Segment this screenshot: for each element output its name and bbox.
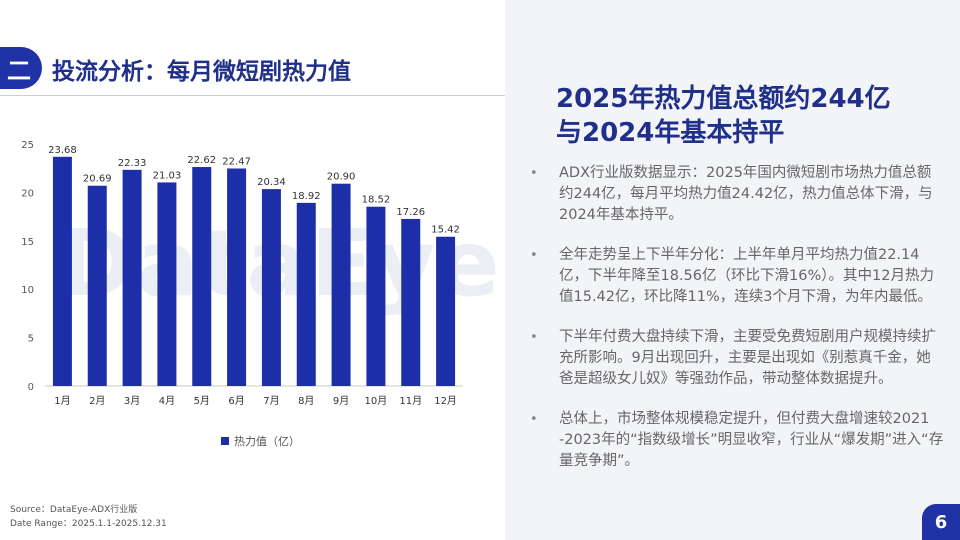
y-tick-label: 10 (21, 285, 34, 296)
source-line: Source：DataEye-ADX行业版 (10, 505, 138, 515)
bar (227, 168, 247, 386)
x-tick-label: 1月 (54, 395, 70, 407)
data-label: 20.34 (257, 177, 286, 188)
bullet-dot-icon: • (530, 166, 538, 181)
headline: 2025年热力值总额约244亿 与2024年基本持平 (556, 82, 936, 150)
y-tick-label: 15 (21, 237, 34, 248)
x-tick-label: 8月 (298, 395, 314, 407)
bullet-dot-icon: • (530, 412, 538, 427)
headline-line-2: 与2024年基本持平 (556, 118, 785, 148)
x-tick-label: 9月 (333, 395, 349, 407)
page-title: 投流分析：每月微短剧热力值 (52, 59, 351, 85)
data-label: 21.03 (153, 170, 182, 181)
bullet-text: 下半年付费大盘持续下滑，主要受免费短剧用户规模持续扩充所影响。9月出现回升，主要… (559, 329, 936, 387)
x-tick-label: 5月 (194, 395, 210, 407)
y-tick-label: 25 (21, 140, 34, 151)
bar (366, 206, 386, 386)
bar (87, 185, 107, 386)
title-divider (0, 95, 505, 96)
data-label: 22.62 (187, 155, 216, 166)
y-tick-label: 0 (28, 382, 34, 393)
data-label: 23.68 (48, 145, 77, 156)
date-range-line: Date Range：2025.1.1-2025.12.31 (10, 519, 167, 529)
x-tick-label: 2月 (89, 395, 105, 407)
x-tick-label: 11月 (399, 395, 422, 407)
bar-chart: 0 5 10 15 20 25 23.68 1月 20.69 2月 22.33 3月 21.03 4月 22… (21, 140, 463, 407)
chart-legend: 热力值（亿） (221, 433, 300, 449)
bar (52, 156, 72, 386)
bullet-item: • 总体上，市场整体规模稳定提升，但付费大盘增速较2021 -2023年的“指数级… (530, 409, 945, 472)
bar (261, 189, 281, 386)
y-tick-label: 20 (21, 188, 34, 199)
legend-label: 热力值（亿） (234, 435, 300, 448)
data-label: 15.42 (431, 225, 460, 236)
x-tick-label: 7月 (263, 395, 279, 407)
bar (331, 183, 351, 386)
section-number-badge: 二 (0, 47, 42, 89)
bullet-dot-icon: • (530, 248, 538, 263)
bar (436, 236, 456, 386)
x-tick-label: 10月 (365, 395, 388, 407)
y-tick-label: 5 (28, 334, 34, 345)
data-label: 18.52 (362, 195, 391, 206)
bar (192, 167, 212, 386)
bullet-item: • 全年走势呈上下半年分化：上半年单月平均热力值22.14亿，下半年降至18.56… (530, 245, 945, 308)
bullet-dot-icon: • (530, 330, 538, 345)
summary-bullets: • ADX行业版数据显示：2025年国内微短剧市场热力值总额约244亿，每月平均热… (530, 163, 945, 491)
bullet-text: 总体上，市场整体规模稳定提升，但付费大盘增速较2021 -2023年的“指数级增… (559, 411, 944, 469)
data-label: 20.90 (327, 172, 356, 183)
data-label: 22.47 (222, 156, 251, 167)
x-tick-label: 4月 (159, 395, 175, 407)
data-label: 22.33 (118, 158, 147, 169)
legend-swatch (221, 437, 229, 445)
bullet-item: • ADX行业版数据显示：2025年国内微短剧市场热力值总额约244亿，每月平均热… (530, 163, 945, 226)
bar (157, 182, 177, 386)
chart-panel (0, 0, 505, 540)
x-tick-label: 3月 (124, 395, 140, 407)
bar (401, 218, 421, 386)
bullet-item: • 下半年付费大盘持续下滑，主要受免费短剧用户规模持续扩充所影响。9月出现回升，主… (530, 327, 945, 390)
source-note: Source：DataEye-ADX行业版 Date Range：2025.1.… (10, 503, 167, 531)
bar (122, 169, 142, 386)
x-tick-label: 12月 (434, 395, 457, 407)
bar (296, 202, 316, 386)
data-label: 17.26 (396, 207, 425, 218)
page-number: 6 (922, 504, 960, 540)
bullet-text: 全年走势呈上下半年分化：上半年单月平均热力值22.14亿，下半年降至18.56亿… (559, 247, 934, 305)
summary-panel (505, 0, 960, 540)
x-tick-label: 6月 (228, 395, 244, 407)
data-label: 20.69 (83, 174, 112, 185)
headline-line-1: 2025年热力值总额约244亿 (556, 84, 891, 114)
bullet-text: ADX行业版数据显示：2025年国内微短剧市场热力值总额约244亿，每月平均热力… (559, 165, 933, 223)
data-label: 18.92 (292, 191, 321, 202)
